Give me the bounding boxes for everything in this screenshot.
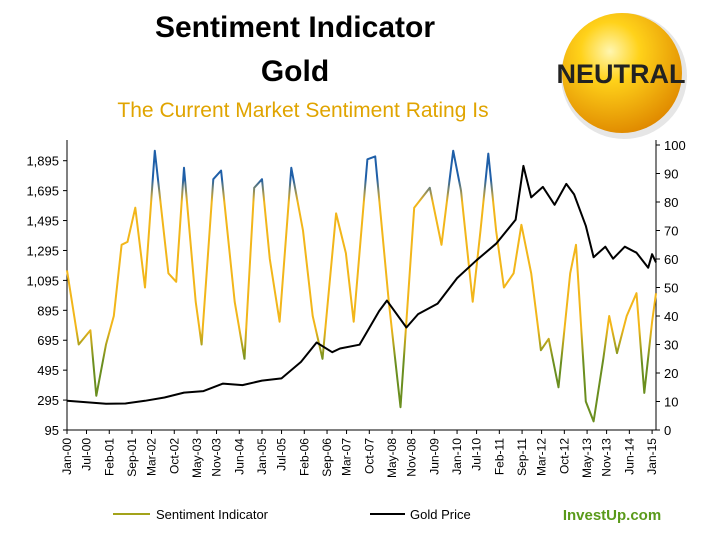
right-tick-label: 0: [664, 423, 671, 438]
left-tick-label: 95: [45, 423, 59, 438]
left-tick-label: 1,095: [26, 273, 59, 288]
x-tick-label: Jan-05: [255, 438, 269, 475]
x-tick-label: Jan-00: [60, 438, 74, 475]
right-tick-label: 30: [664, 338, 678, 353]
x-tick-label: Nov-03: [210, 438, 224, 477]
x-tick-label: Mar-12: [535, 438, 549, 476]
right-tick-label: 90: [664, 167, 678, 182]
x-tick-label: Feb-06: [297, 438, 311, 476]
sentiment-badge: NEUTRAL: [557, 13, 687, 139]
x-tick-label: Nov-13: [600, 438, 614, 477]
brand-logo: InvestUp.com: [563, 507, 661, 524]
x-tick-label: Mar-02: [145, 438, 159, 476]
left-tick-label: 495: [37, 363, 59, 378]
right-tick-label: 100: [664, 138, 686, 153]
chart-title: Sentiment Indicator: [155, 11, 435, 44]
x-tick-label: Sep-06: [320, 438, 334, 477]
left-tick-label: 1,895: [26, 154, 59, 169]
right-tick-label: 10: [664, 395, 678, 410]
right-tick-label: 60: [664, 252, 678, 267]
x-tick-label: Jan-15: [645, 438, 659, 475]
x-tick-label: Jun-14: [622, 438, 636, 475]
x-tick-label: Jul-05: [275, 438, 289, 471]
x-tick-label: Oct-12: [557, 438, 571, 474]
left-tick-label: 1,295: [26, 243, 59, 258]
legend: Sentiment Indicator Gold Price: [113, 507, 471, 522]
left-tick-label: 695: [37, 333, 59, 348]
x-tick-label: May-08: [385, 438, 399, 478]
right-tick-label: 40: [664, 309, 678, 324]
right-tick-label: 80: [664, 195, 678, 210]
left-tick-label: 1,695: [26, 184, 59, 199]
badge-label: NEUTRAL: [557, 59, 686, 89]
x-tick-label: Feb-11: [492, 438, 506, 475]
x-tick-label: Mar-07: [340, 438, 354, 476]
right-tick-label: 50: [664, 281, 678, 296]
series-sentiment-indicator: [66, 149, 657, 423]
right-tick-label: 20: [664, 366, 678, 381]
left-tick-label: 1,495: [26, 214, 59, 229]
left-tick-label: 895: [37, 303, 59, 318]
series-gold-price: [66, 164, 657, 405]
chart-title-asset: Gold: [261, 55, 329, 88]
x-tick-label: Feb-01: [102, 438, 116, 476]
x-tick-label: Nov-08: [405, 438, 419, 477]
right-tick-label: 70: [664, 224, 678, 239]
x-tick-label: May-13: [580, 438, 594, 478]
badge-circle: [562, 13, 682, 133]
chart-subtitle: The Current Market Sentiment Rating Is: [117, 99, 488, 122]
x-tick-label: Jun-09: [427, 438, 441, 475]
legend-gold-label: Gold Price: [410, 507, 471, 522]
x-tick-label: Oct-07: [362, 438, 376, 474]
x-tick-label: Sep-01: [125, 438, 139, 477]
x-tick-label: May-03: [190, 438, 204, 478]
x-tick-label: Sep-11: [515, 438, 529, 476]
x-tick-label: Jul-00: [80, 438, 94, 471]
x-tick-label: Jan-10: [450, 438, 464, 475]
legend-sentiment-label: Sentiment Indicator: [156, 507, 269, 522]
left-tick-label: 295: [37, 393, 59, 408]
x-tick-label: Jul-10: [470, 438, 484, 471]
x-tick-label: Jun-04: [232, 438, 246, 475]
x-tick-label: Oct-02: [167, 438, 181, 474]
